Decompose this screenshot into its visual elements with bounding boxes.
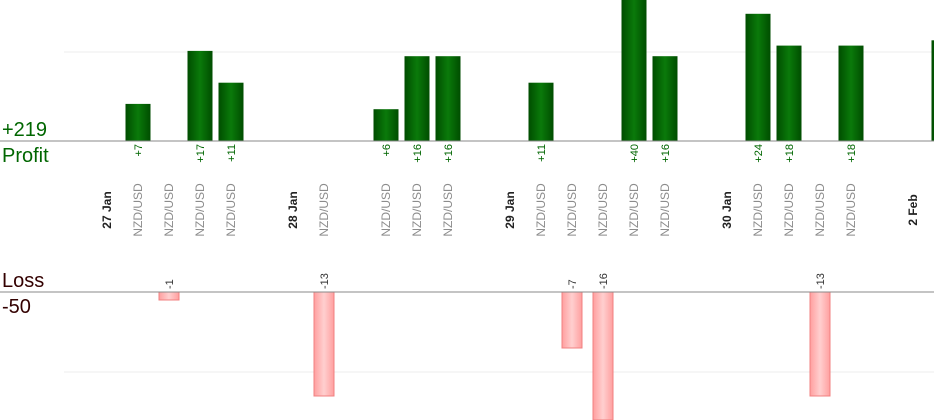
instrument-label: NZD/USD [627,183,641,237]
instrument-label: NZD/USD [658,183,672,237]
date-label: 29 Jan [503,191,517,228]
profit-bar [745,13,771,141]
profit-bar [776,45,802,141]
profit-bar [528,82,554,141]
profit-total: +219 [2,119,48,141]
profit-label: Profit [2,145,49,167]
bars-layer [125,0,934,420]
profit-value-label: +24 [753,144,765,163]
profit-bar [218,82,244,141]
instrument-label: NZD/USD [596,183,610,237]
profit-bar [621,0,647,141]
instrument-label: NZD/USD [813,183,827,237]
profit-value-label: +18 [784,144,796,163]
profit-value-label: +16 [660,144,672,163]
loss-value-label: -13 [815,273,827,289]
profit-bar [838,45,864,141]
date-label: 2 Feb [906,194,920,225]
profit-bar [125,103,151,141]
profit-value-label: +6 [381,144,393,157]
profit-value-label: +16 [443,144,455,163]
loss-bar [158,291,180,301]
profit-bar [931,40,934,141]
instrument-label: NZD/USD [410,183,424,237]
profit-bar [404,56,430,142]
date-label: 28 Jan [286,191,300,228]
loss-label: Loss [2,270,45,292]
date-label: 30 Jan [720,191,734,228]
profit-value-label: +11 [226,144,238,162]
profit-value-label: +18 [846,144,858,163]
instrument-label: NZD/USD [379,183,393,237]
loss-bar [809,291,831,397]
labels-layer: 27 Jan NZD/USD +7 NZD/USD -1 NZD/USD +17 NZD/US… [100,144,920,289]
instrument-label: NZD/USD [162,183,176,237]
instrument-label: NZD/USD [534,183,548,237]
profit-value-label: +16 [412,144,424,163]
profit-bar [373,109,399,141]
profit-bar [435,56,461,142]
instrument-label: NZD/USD [565,183,579,237]
instrument-label: NZD/USD [317,183,331,237]
loss-value-label: -16 [598,273,610,289]
profit-value-label: +7 [133,144,145,157]
instrument-label: NZD/USD [224,183,238,237]
profit-value-label: +11 [536,144,548,162]
loss-bar [592,291,614,420]
profit-bar [187,50,213,141]
loss-value-label: -13 [319,273,331,289]
instrument-label: NZD/USD [844,183,858,237]
instrument-label: NZD/USD [131,183,145,237]
instrument-label: NZD/USD [441,183,455,237]
profit-value-label: +40 [629,144,641,163]
instrument-label: NZD/USD [193,183,207,237]
date-label: 27 Jan [100,191,114,228]
profit-value-label: +17 [195,144,207,163]
loss-value-label: -1 [164,279,176,289]
profit-bar [652,56,678,142]
loss-bar [561,291,583,349]
loss-total: -50 [2,296,31,318]
instrument-label: NZD/USD [782,183,796,237]
instrument-label: NZD/USD [751,183,765,237]
loss-bar [313,291,335,397]
loss-value-label: -7 [567,279,579,289]
